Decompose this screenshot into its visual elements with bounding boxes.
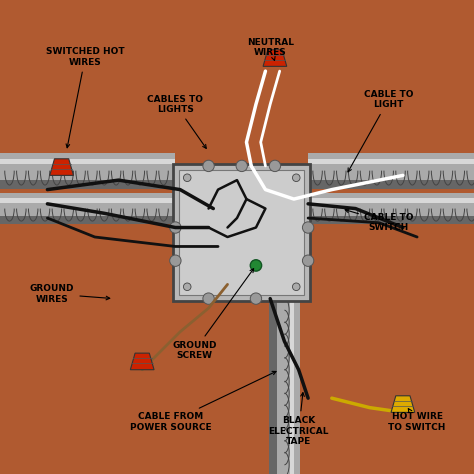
Polygon shape [269,299,300,474]
Polygon shape [0,199,175,203]
Circle shape [203,160,214,172]
Circle shape [183,174,191,182]
Circle shape [292,174,300,182]
Circle shape [170,255,181,266]
Polygon shape [269,299,277,474]
Text: SWITCHED HOT
WIRES: SWITCHED HOT WIRES [46,47,125,148]
Polygon shape [391,396,415,412]
FancyBboxPatch shape [173,164,310,301]
Polygon shape [308,180,474,189]
Text: HOT WIRE
TO SWITCH: HOT WIRE TO SWITCH [388,409,446,431]
Circle shape [302,222,314,233]
Text: CABLE FROM
POWER SOURCE: CABLE FROM POWER SOURCE [130,372,276,431]
FancyBboxPatch shape [179,170,304,295]
Circle shape [250,260,262,271]
Polygon shape [308,153,474,189]
Circle shape [250,293,262,304]
Polygon shape [130,353,154,370]
Text: CABLES TO
LIGHTS: CABLES TO LIGHTS [147,95,206,148]
Text: GROUND
WIRES: GROUND WIRES [30,284,110,303]
Polygon shape [0,216,175,224]
Polygon shape [0,153,175,189]
Text: BLACK
ELECTRICAL
TAPE: BLACK ELECTRICAL TAPE [268,392,329,446]
Polygon shape [0,180,175,189]
Polygon shape [263,50,287,66]
Text: NEUTRAL
WIRES: NEUTRAL WIRES [246,38,294,61]
Polygon shape [0,159,175,164]
Polygon shape [50,159,73,175]
Circle shape [292,283,300,291]
Polygon shape [290,299,294,474]
Text: CABLE TO
LIGHT: CABLE TO LIGHT [348,90,413,172]
Text: GROUND
SCREW: GROUND SCREW [172,269,254,360]
Polygon shape [308,159,474,164]
Circle shape [269,160,281,172]
Text: CABLE TO
SWITCH: CABLE TO SWITCH [345,209,413,232]
Circle shape [236,160,247,172]
Polygon shape [0,193,175,224]
Circle shape [183,283,191,291]
Circle shape [170,222,181,233]
Polygon shape [308,199,474,203]
Polygon shape [308,216,474,224]
Circle shape [302,255,314,266]
Polygon shape [308,193,474,224]
Circle shape [203,293,214,304]
